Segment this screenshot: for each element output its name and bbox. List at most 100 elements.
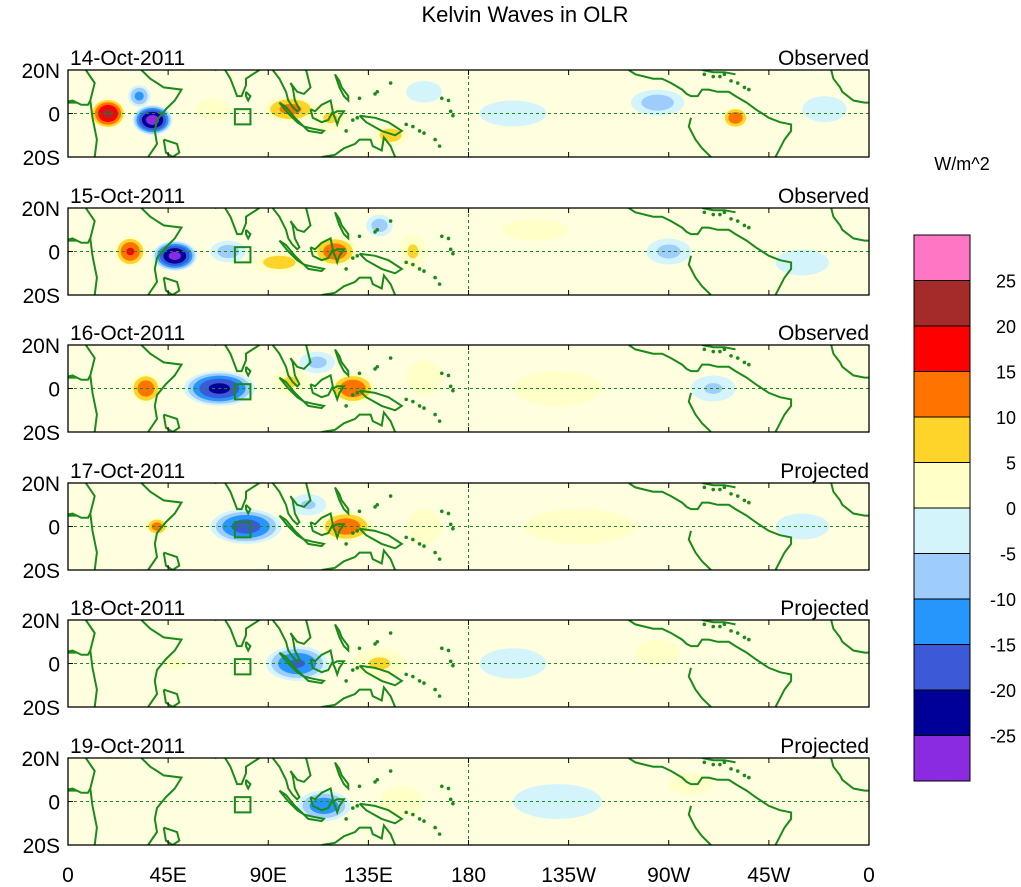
island [718,487,722,492]
coastline [162,138,181,157]
coastline [309,512,334,537]
coastline [830,483,869,517]
island [373,505,377,509]
island [718,212,722,217]
island [351,393,355,397]
anomaly-contour [635,639,680,666]
coastline [830,345,869,379]
island [373,230,377,234]
island [451,526,455,531]
coastline [830,208,869,242]
index-region-box [233,521,252,539]
island [718,74,722,79]
panel-status-label: Projected [780,735,869,758]
colorbar-tick-label: 25 [996,272,1016,292]
anomaly-feature [366,214,393,237]
island [375,502,380,507]
coastline [321,547,397,570]
island [446,511,451,516]
colorbar-tick-label: 10 [996,408,1016,428]
island [417,679,422,683]
island [742,498,747,503]
island [344,404,348,408]
coastline [84,208,98,295]
anomaly-feature [90,98,126,129]
island [437,144,442,148]
island [357,646,362,651]
coastline [162,413,181,432]
coastline [628,483,793,570]
anomaly-feature [630,89,685,116]
island [446,786,451,791]
island [440,784,444,789]
island [375,777,380,782]
coastline [278,514,305,541]
island [417,129,422,133]
island [446,236,451,241]
island [711,349,716,354]
coastline [162,276,181,295]
island [373,367,377,371]
coastline [271,208,312,251]
coastline [68,237,92,244]
panel-1: 20N 0 20S 14-Oct-2011 Observed [21,47,870,170]
coastline [84,70,98,157]
island [404,397,409,402]
island [437,282,442,286]
island [702,485,707,490]
island [373,642,377,646]
coastline [140,345,184,432]
coastline [303,813,326,823]
island [422,681,426,685]
anomaly-contour [406,360,442,396]
island [451,388,455,393]
coastline [84,483,98,570]
island [373,780,377,784]
coastline [245,641,252,653]
island [735,356,740,360]
island [711,74,716,79]
coastline [271,620,312,663]
coastline [140,208,184,295]
coastline [271,70,312,113]
coastline [331,248,346,266]
colorbar-swatch [913,507,971,554]
anomaly-contour [368,657,391,670]
colorbar-swatch [913,644,971,691]
island [742,360,747,365]
coastline [830,758,869,792]
colorbar-swatch [913,234,971,281]
colorbar-swatch [913,598,971,645]
panel-plot-area [68,208,869,295]
island [355,666,360,670]
x-tick-label: 0 [62,864,74,887]
panel-6: 20N 0 20S 19-Oct-2011 Projected [21,735,870,858]
coastline [358,527,404,550]
panel-status-label: Observed [778,322,869,345]
coastline [358,252,404,275]
coastline [68,374,92,381]
island [411,812,415,817]
island [404,810,409,815]
coastline [303,538,326,548]
coastline [84,620,98,707]
island [351,118,355,122]
anomaly-feature [210,240,246,263]
island [375,364,380,369]
x-tick-label: 90W [647,864,690,887]
panel-date-label: 16-Oct-2011 [70,322,185,345]
island [433,825,437,830]
anomaly-contour [371,218,388,233]
y-tick-label: 20N [21,335,60,358]
island [422,131,426,135]
coastline [278,789,305,816]
island [729,217,733,221]
coastline [162,551,181,570]
island [722,622,727,627]
coastline [245,504,252,516]
coastline [303,400,326,410]
colorbar-swatch [913,416,971,463]
index-region-box [233,246,252,264]
colorbar: W/m^2 25 20 15 10 5 0 -5 -10 -15 -20 -25 [913,154,1016,782]
anomaly-feature [722,106,749,129]
